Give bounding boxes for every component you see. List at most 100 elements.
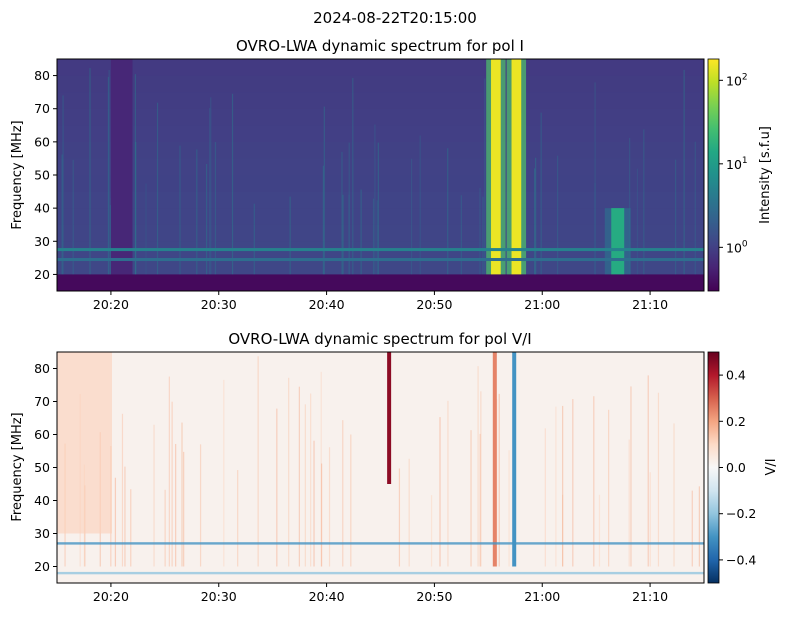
colorbar-tick-label: −0.4 xyxy=(726,552,756,567)
streak xyxy=(694,141,696,275)
spectrum-band xyxy=(57,208,704,225)
streak xyxy=(288,377,290,567)
streak xyxy=(276,408,278,567)
y-tick-label: 20 xyxy=(34,267,50,282)
streak xyxy=(121,413,124,567)
streak xyxy=(557,155,559,275)
y-tick-label: 30 xyxy=(34,234,50,249)
y-tick-label: 60 xyxy=(34,134,50,149)
streak xyxy=(482,196,484,275)
streak xyxy=(598,494,601,567)
colorbar-tick-label: −0.2 xyxy=(726,506,756,521)
spectrum-band xyxy=(57,191,704,209)
panel-i-y-axis: 20 30 40 50 60 70 80 xyxy=(34,68,57,282)
colorbar-tick-label: 101 xyxy=(726,156,748,172)
rfi-band xyxy=(57,571,704,575)
streak xyxy=(134,74,137,275)
streak xyxy=(594,82,596,275)
streak xyxy=(657,392,660,567)
streak xyxy=(372,198,375,275)
streak xyxy=(342,194,344,275)
panel-i-colorbar-label: Intensity [s.f.u] xyxy=(758,126,773,224)
streak xyxy=(114,477,117,567)
streak xyxy=(535,157,537,275)
streak xyxy=(562,405,564,567)
streak xyxy=(206,163,208,275)
streak xyxy=(350,434,352,567)
streak xyxy=(628,439,630,567)
streak xyxy=(210,97,212,275)
streak xyxy=(199,444,202,567)
streak xyxy=(594,182,596,275)
streak xyxy=(649,472,651,567)
data-gap xyxy=(110,59,133,291)
panel-i-y-label: Frequency [MHz] xyxy=(10,120,25,229)
streak xyxy=(289,196,291,275)
panel-stokes-v-over-i: OVRO-LWA dynamic spectrum for pol V/I 20… xyxy=(10,330,779,604)
streak xyxy=(629,137,631,275)
streak xyxy=(196,149,198,275)
x-tick-label: 21:10 xyxy=(632,297,668,312)
x-tick-label: 21:00 xyxy=(524,589,560,604)
streak xyxy=(253,203,255,275)
streak xyxy=(498,393,500,567)
polarized-burst xyxy=(512,352,517,567)
y-tick-label: 80 xyxy=(34,68,50,83)
low-frequency-band xyxy=(57,274,704,291)
streak xyxy=(135,141,137,275)
streak xyxy=(124,466,126,567)
polarized-burst xyxy=(492,352,497,567)
streak xyxy=(647,375,649,567)
radio-burst xyxy=(491,59,501,275)
spectrum-band xyxy=(57,125,704,142)
panel-vi-colorbar-gradient xyxy=(707,351,720,584)
spectrum-band xyxy=(57,224,704,242)
streak xyxy=(257,356,259,567)
streak xyxy=(348,142,350,275)
streak xyxy=(374,124,376,275)
colorbar-tick-label: 0.0 xyxy=(726,460,746,475)
streak xyxy=(313,440,315,567)
panel-i-title: OVRO-LWA dynamic spectrum for pol I xyxy=(236,37,524,55)
streak xyxy=(698,486,700,567)
figure-suptitle: 2024-08-22T20:15:00 xyxy=(313,9,477,27)
streak xyxy=(209,107,211,275)
streak xyxy=(179,145,181,275)
streak xyxy=(508,450,510,567)
colorbar-tick-label: 100 xyxy=(726,239,748,255)
spectrum-band xyxy=(57,175,704,192)
streak xyxy=(408,458,410,567)
streak xyxy=(310,393,312,567)
panel-i-colorbar-gradient xyxy=(707,58,720,292)
streak xyxy=(109,205,112,275)
x-tick-label: 20:40 xyxy=(309,297,345,312)
y-tick-label: 50 xyxy=(34,460,50,475)
colorbar-tick-label: 0.4 xyxy=(726,368,746,383)
streak xyxy=(484,78,486,275)
streak xyxy=(320,463,323,567)
panel-vi-colorbar: 0.4 0.2 0.0 −0.2 −0.4 V/I xyxy=(707,351,779,584)
streak xyxy=(630,386,632,567)
y-tick-label: 70 xyxy=(34,101,50,116)
streak xyxy=(352,78,354,275)
x-tick-label: 21:10 xyxy=(632,589,668,604)
streak xyxy=(341,151,343,275)
streak xyxy=(439,417,441,567)
streak xyxy=(237,470,239,567)
x-tick-label: 20:30 xyxy=(201,589,237,604)
spectrum-band xyxy=(57,108,704,126)
panel-vi-colorbar-ticks: 0.4 0.2 0.0 −0.2 −0.4 xyxy=(719,368,756,567)
spectrum-band xyxy=(57,92,704,109)
panel-vi-colorbar-label: V/I xyxy=(764,458,779,475)
colorbar-tick-label: 0.2 xyxy=(726,414,746,429)
rfi-band xyxy=(57,248,704,252)
y-tick-label: 40 xyxy=(34,493,50,508)
panel-vi-x-axis: 20:20 20:30 20:40 20:50 21:00 21:10 xyxy=(93,583,668,604)
x-tick-label: 20:20 xyxy=(93,297,129,312)
streak xyxy=(544,428,546,567)
panel-i-colorbar: 100 101 102 Intensity [s.f.u] xyxy=(707,58,773,292)
rfi-band xyxy=(57,258,704,262)
panel-vi-heatmap xyxy=(57,352,704,583)
streak xyxy=(533,168,536,275)
streak xyxy=(479,187,481,275)
